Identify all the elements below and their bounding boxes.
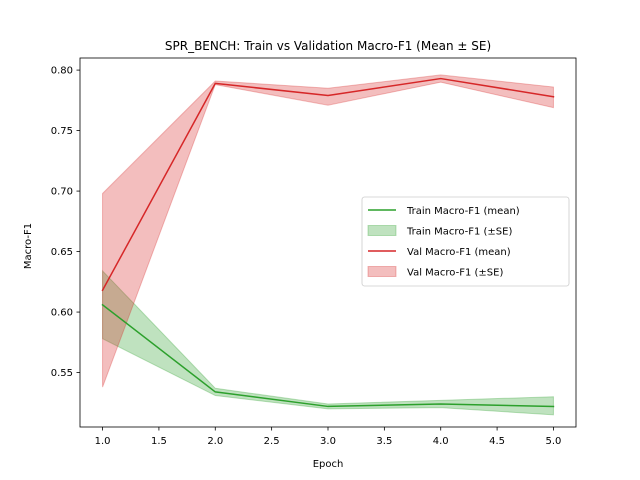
legend-label: Train Macro-F1 (±SE) [406, 227, 512, 238]
x-tick-label: 3.5 [376, 436, 392, 447]
x-tick-label: 1.0 [95, 436, 111, 447]
legend-band-swatch [368, 226, 396, 236]
y-tick-label: 0.55 [51, 368, 73, 379]
y-tick-label: 0.65 [51, 247, 73, 258]
legend-label: Val Macro-F1 (±SE) [407, 268, 503, 279]
x-tick-label: 1.5 [151, 436, 167, 447]
legend-label: Val Macro-F1 (mean) [407, 247, 511, 258]
x-tick-label: 4.0 [433, 436, 449, 447]
legend-band-swatch [368, 267, 396, 277]
x-tick-label: 2.5 [264, 436, 280, 447]
x-tick-label: 5.0 [546, 436, 562, 447]
chart-title: SPR_BENCH: Train vs Validation Macro-F1 … [165, 39, 491, 53]
x-axis-label: Epoch [313, 459, 344, 470]
x-tick-label: 3.0 [320, 436, 336, 447]
y-tick-label: 0.60 [51, 308, 73, 319]
x-tick-label: 2.0 [207, 436, 223, 447]
y-tick-label: 0.80 [51, 66, 73, 77]
legend-label: Train Macro-F1 (mean) [406, 206, 520, 217]
y-tick-label: 0.75 [51, 126, 73, 137]
y-axis-label: Macro-F1 [23, 223, 34, 269]
x-tick-label: 4.5 [489, 436, 505, 447]
legend: Train Macro-F1 (mean) Train Macro-F1 (±SE… [362, 197, 569, 286]
y-tick-label: 0.70 [51, 187, 73, 198]
